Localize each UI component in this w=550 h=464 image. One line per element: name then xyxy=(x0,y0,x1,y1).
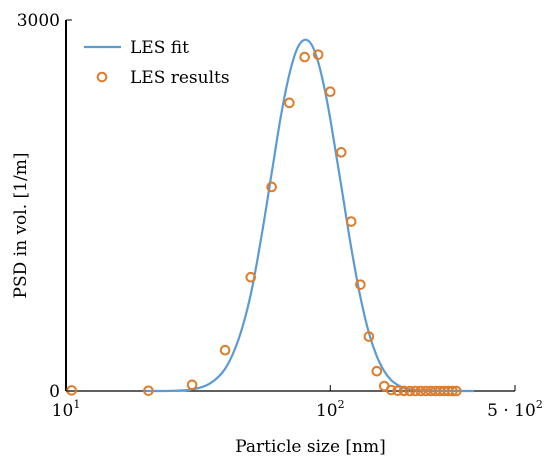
legend: LES fit LES results xyxy=(84,38,230,88)
les-results-point xyxy=(284,97,295,109)
x-tick-label: 5 · 102 xyxy=(487,398,543,421)
x-tick-label: 101 xyxy=(52,398,81,421)
les-results-point xyxy=(355,279,366,290)
les-fit-line xyxy=(145,38,475,393)
les-results-point xyxy=(312,49,324,60)
les-results-series xyxy=(66,49,462,397)
y-tick-label: 3000 xyxy=(17,11,60,31)
legend-label-les-fit: LES fit xyxy=(130,38,189,58)
les-results-point xyxy=(392,385,404,397)
les-results-point xyxy=(186,379,198,391)
les-results-point xyxy=(371,365,383,377)
les-results-point xyxy=(398,385,410,397)
les-results-point xyxy=(345,216,357,227)
les-results-point xyxy=(143,385,154,397)
les-results-point xyxy=(404,385,416,397)
y-tick-label: 0 xyxy=(49,382,60,402)
tick-labels: 0 3000 101 102 5 · 102 xyxy=(17,11,543,421)
x-axis-title: Particle size [nm] xyxy=(235,437,386,457)
les-results-point xyxy=(266,181,277,193)
les-results-point xyxy=(324,86,336,98)
les-fit-series xyxy=(145,38,475,393)
les-results-point xyxy=(451,385,462,397)
les-results-point xyxy=(219,344,231,356)
les-results-point xyxy=(447,385,458,397)
les-results-point xyxy=(363,331,375,342)
legend-label-les-results: LES results xyxy=(130,68,230,88)
les-results-point xyxy=(299,51,310,63)
les-results-point xyxy=(66,385,77,396)
les-results-point xyxy=(410,385,421,397)
y-axis-title: PSD in vol. [1/m] xyxy=(11,153,31,299)
legend-marker-swatch xyxy=(96,71,108,83)
les-results-point xyxy=(335,147,347,158)
les-results-point xyxy=(245,271,257,283)
les-results-point xyxy=(415,385,427,397)
x-tick-label: 102 xyxy=(316,398,345,421)
les-results-point xyxy=(385,384,397,396)
